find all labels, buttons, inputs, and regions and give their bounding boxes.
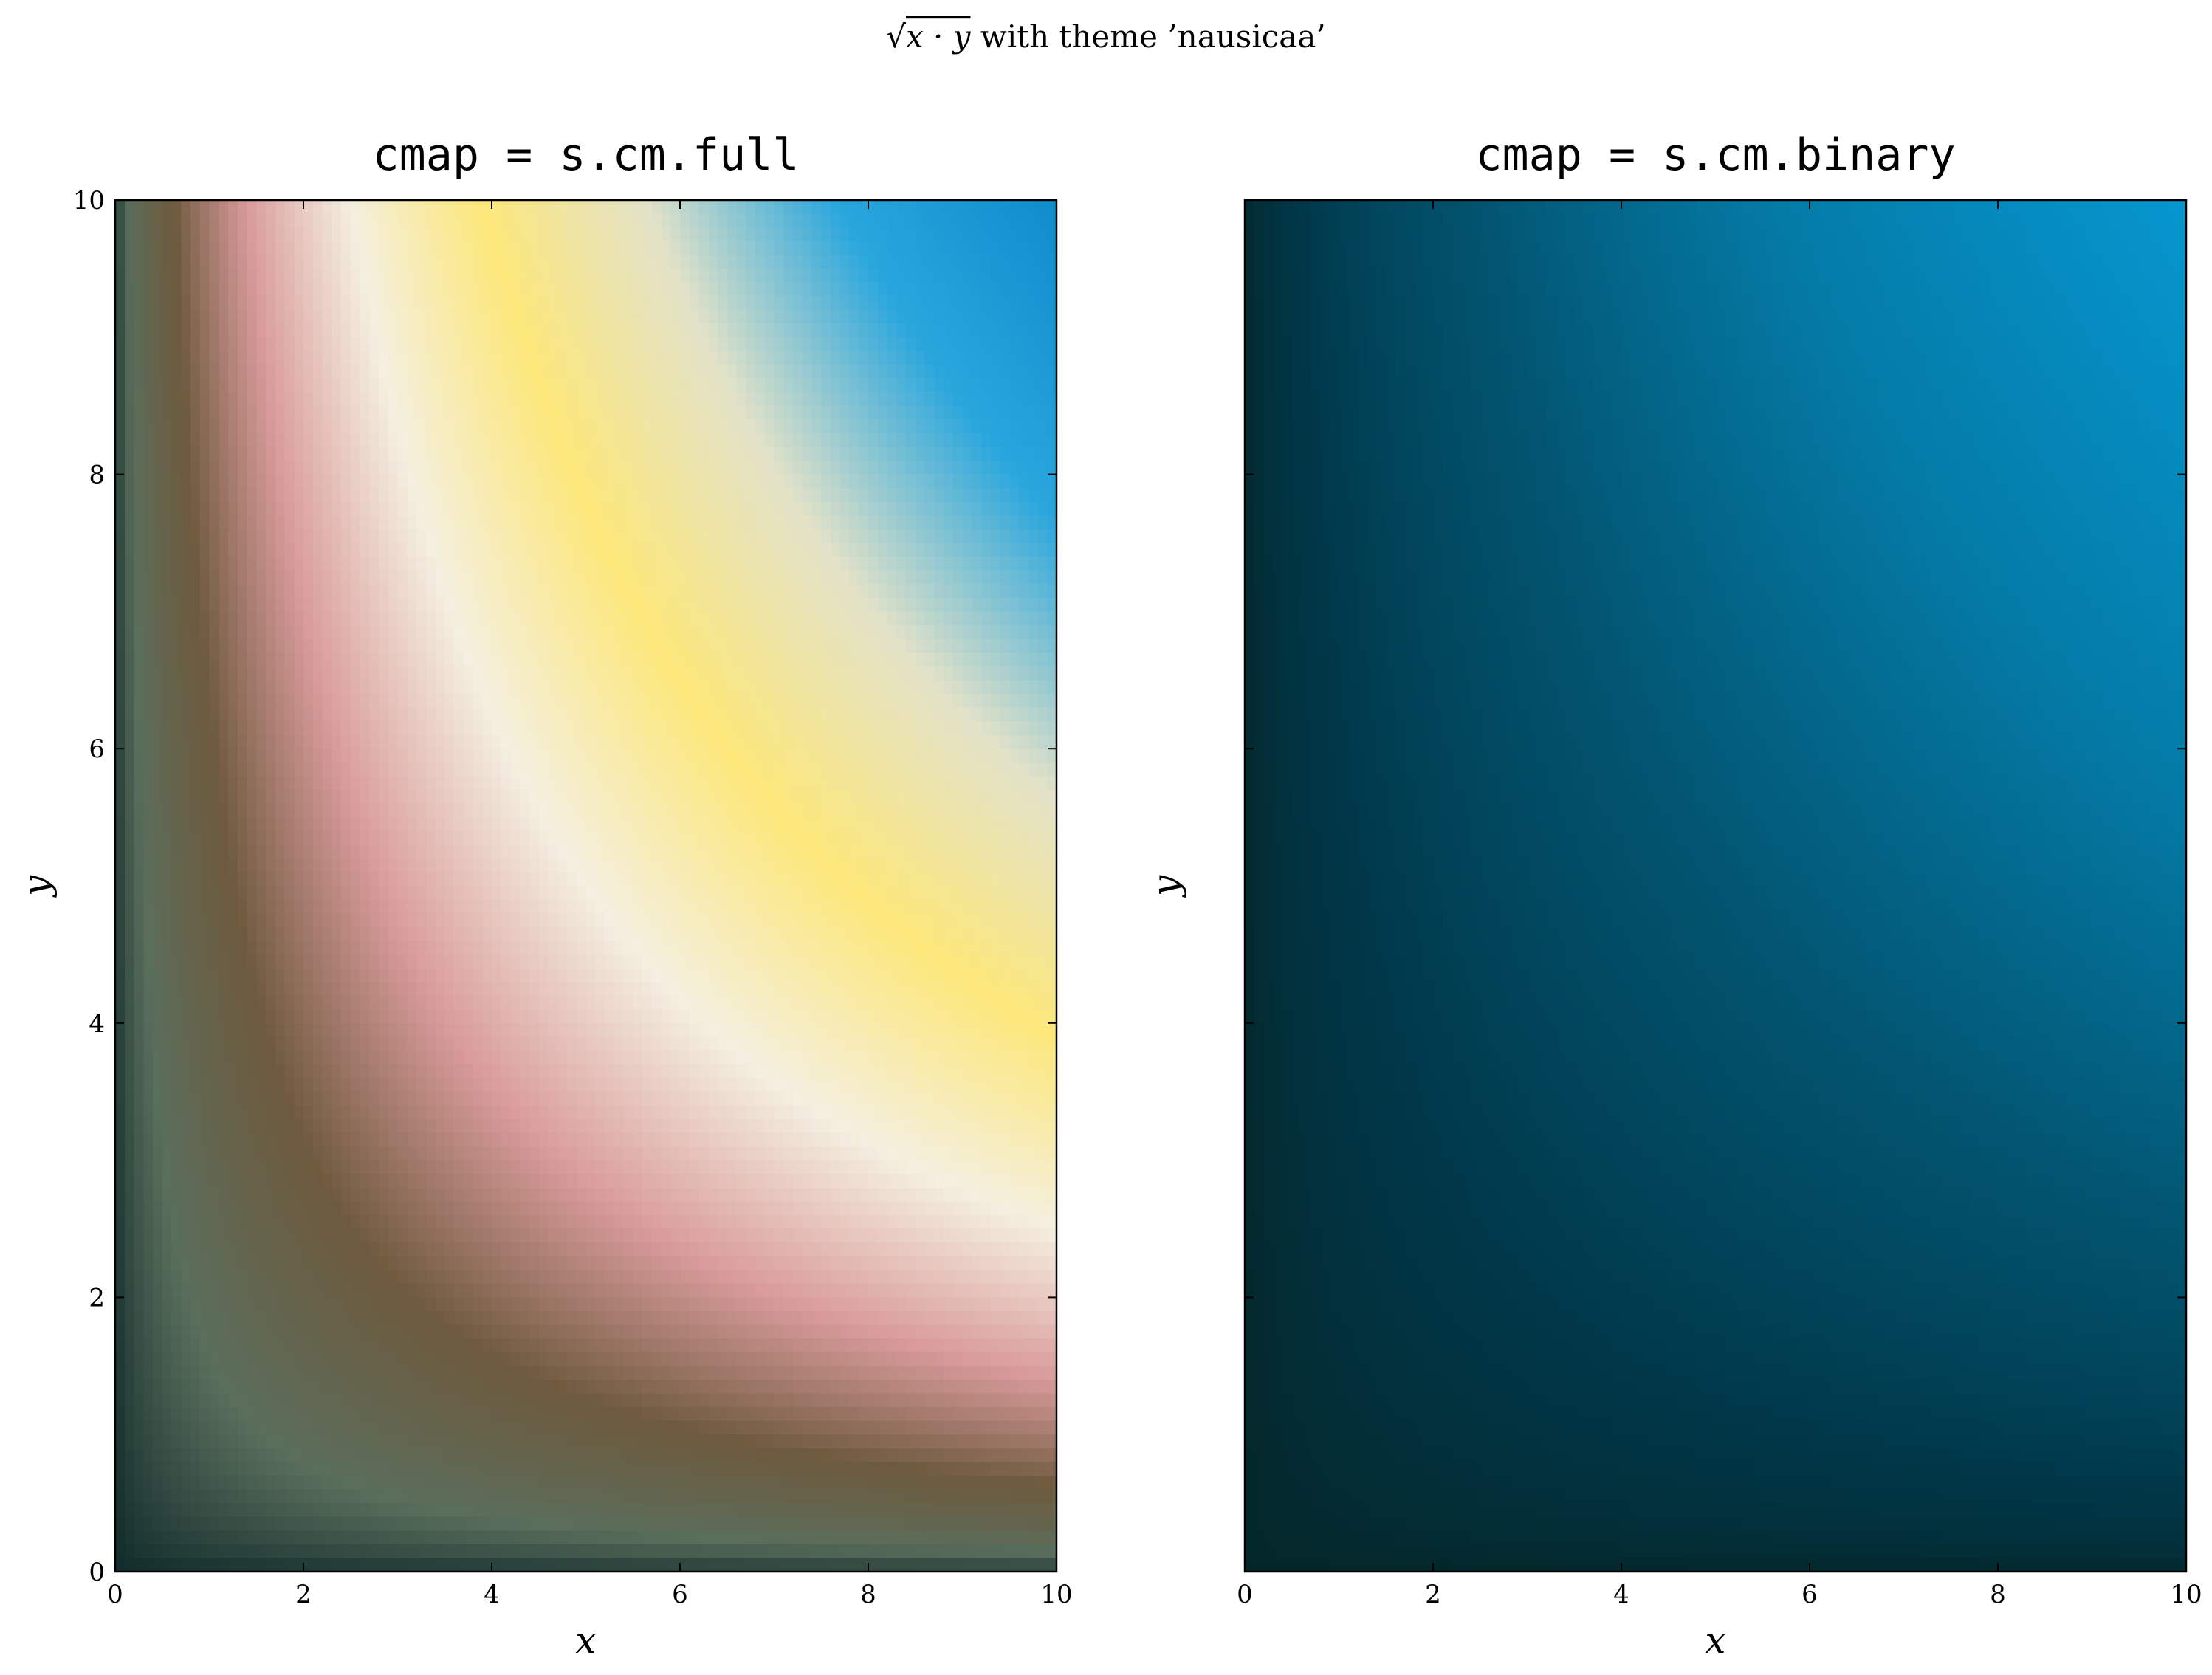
y-axis-label: y <box>15 875 58 898</box>
y-axis-label: y <box>1144 875 1187 898</box>
x-tick-label: 4 <box>1613 1580 1629 1609</box>
x-tick-label: 2 <box>295 1580 312 1609</box>
x-tick-label: 0 <box>107 1580 123 1609</box>
y-tick-label: 0 <box>89 1558 105 1587</box>
panel-full: 0 2 4 6 8 10 0 2 4 6 8 10 cmap = s.cm.full x y <box>15 129 1073 1662</box>
y-tick-label: 2 <box>89 1283 105 1313</box>
x-tick-label: 4 <box>484 1580 500 1609</box>
x-tick-label: 6 <box>672 1580 688 1609</box>
x-axis-label: x <box>575 1619 596 1662</box>
axes-frame <box>1243 199 2188 1573</box>
panel-title: cmap = s.cm.full <box>373 129 800 181</box>
x-axis-label: x <box>1705 1619 1725 1662</box>
x-tick-label: 8 <box>1990 1580 2006 1609</box>
axes-frame <box>114 199 1058 1573</box>
x-tick-label: 2 <box>1425 1580 1441 1609</box>
y-tick-label: 8 <box>89 461 105 490</box>
panel-binary: 0 2 4 6 8 10 cmap = s.cm.binary x y <box>1144 129 2202 1662</box>
y-tick-label: 4 <box>89 1009 105 1039</box>
suptitle-text: with theme ’nausicaa’ <box>970 18 1325 55</box>
panel-title: cmap = s.cm.binary <box>1475 129 1955 181</box>
x-tick-label: 10 <box>1040 1580 1072 1609</box>
y-tick-label: 6 <box>89 735 105 764</box>
suptitle: √x · y with theme ’nausicaa’ <box>886 18 1326 55</box>
heatmap-image <box>115 200 1057 1572</box>
suptitle-expression: x · y <box>906 18 972 55</box>
heatmap-image <box>1245 200 2186 1572</box>
y-tick-label: 10 <box>73 186 105 216</box>
x-tick-label: 8 <box>860 1580 876 1609</box>
x-tick-label: 6 <box>1801 1580 1818 1609</box>
x-tick-label: 0 <box>1237 1580 1253 1609</box>
x-tick-label: 10 <box>2170 1580 2202 1609</box>
suptitle-radical: √ <box>886 18 906 55</box>
